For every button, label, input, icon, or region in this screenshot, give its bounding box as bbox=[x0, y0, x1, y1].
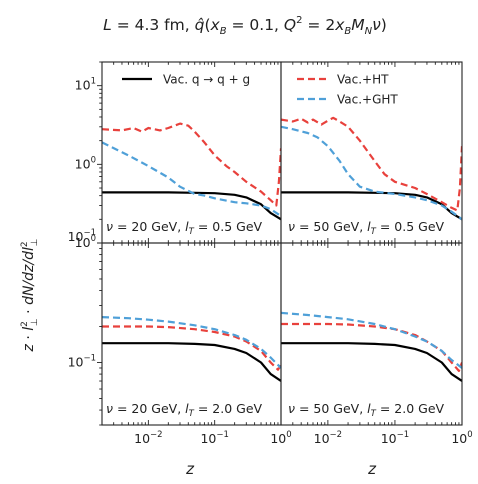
panel-frame bbox=[101, 61, 282, 244]
svg-text:z · l2⊥ · dN/dz/dl2⊥: z · l2⊥ · dN/dz/dl2⊥ bbox=[20, 238, 40, 352]
series-line-ght bbox=[102, 316, 281, 369]
series-line-vac bbox=[281, 342, 462, 382]
panel-annotation-bottom-left: ν = 20 GeV, lT = 2.0 GeV bbox=[106, 401, 263, 419]
legend-label-vac: Vac. q → q + g bbox=[163, 73, 250, 87]
x-axis-label-right: z bbox=[367, 460, 377, 478]
y-tick-label: 101 bbox=[75, 77, 96, 93]
panel-bottom-right: 10−2 10−1 100 bbox=[280, 242, 473, 446]
legend-label-ght: Vac.+GHT bbox=[337, 93, 398, 107]
x-tick-label: 10−2 bbox=[314, 430, 342, 446]
x-tick-label: 10−1 bbox=[200, 430, 228, 446]
series-line-ght bbox=[281, 125, 462, 221]
x-tick-label: 10−2 bbox=[134, 430, 162, 446]
series-line-vac bbox=[102, 191, 281, 221]
y-tick-label: 10−1 bbox=[68, 228, 96, 244]
panel-annotation-top-right: ν = 50 GeV, lT = 0.5 GeV bbox=[288, 219, 445, 237]
legend-ght: Vac.+GHT bbox=[297, 93, 398, 107]
series-line-ht bbox=[102, 325, 281, 371]
x-tick-label: 10−1 bbox=[381, 430, 409, 446]
x-axis-label-left: z bbox=[185, 460, 195, 478]
legend-label-ht: Vac.+HT bbox=[337, 73, 389, 87]
panel-frame bbox=[101, 242, 282, 426]
y-tick-label: 100 bbox=[75, 234, 96, 250]
y-tick-label: 100 bbox=[75, 155, 96, 171]
panel-top-left: 101 100 10−1 bbox=[68, 61, 282, 244]
panel-annotation-bottom-right: ν = 50 GeV, lT = 2.0 GeV bbox=[288, 401, 445, 419]
legend-ht: Vac.+HT bbox=[297, 73, 389, 87]
series-line-ht bbox=[102, 122, 281, 207]
series-line-ht bbox=[281, 116, 462, 212]
panel-frame bbox=[280, 242, 463, 426]
x-tick-label: 100 bbox=[270, 430, 291, 446]
series-line-ght bbox=[102, 141, 281, 218]
panel-top-right bbox=[280, 61, 463, 244]
series-line-ght bbox=[281, 311, 462, 369]
chart-title: L = 4.3 fm, q̂(xB = 0.1, Q2 = 2xBMNν) bbox=[103, 15, 387, 37]
legend-vac: Vac. q → q + g bbox=[122, 73, 250, 87]
x-tick-label: 100 bbox=[451, 430, 472, 446]
series-line-vac bbox=[102, 342, 281, 382]
panel-frame bbox=[280, 61, 463, 244]
panel-annotation-top-left: ν = 20 GeV, lT = 0.5 GeV bbox=[106, 219, 263, 237]
y-tick-label: 10−1 bbox=[68, 354, 96, 370]
series-line-vac bbox=[281, 191, 462, 221]
y-axis-label: z · l2⊥ · dN/dz/dl2⊥ bbox=[20, 238, 40, 352]
